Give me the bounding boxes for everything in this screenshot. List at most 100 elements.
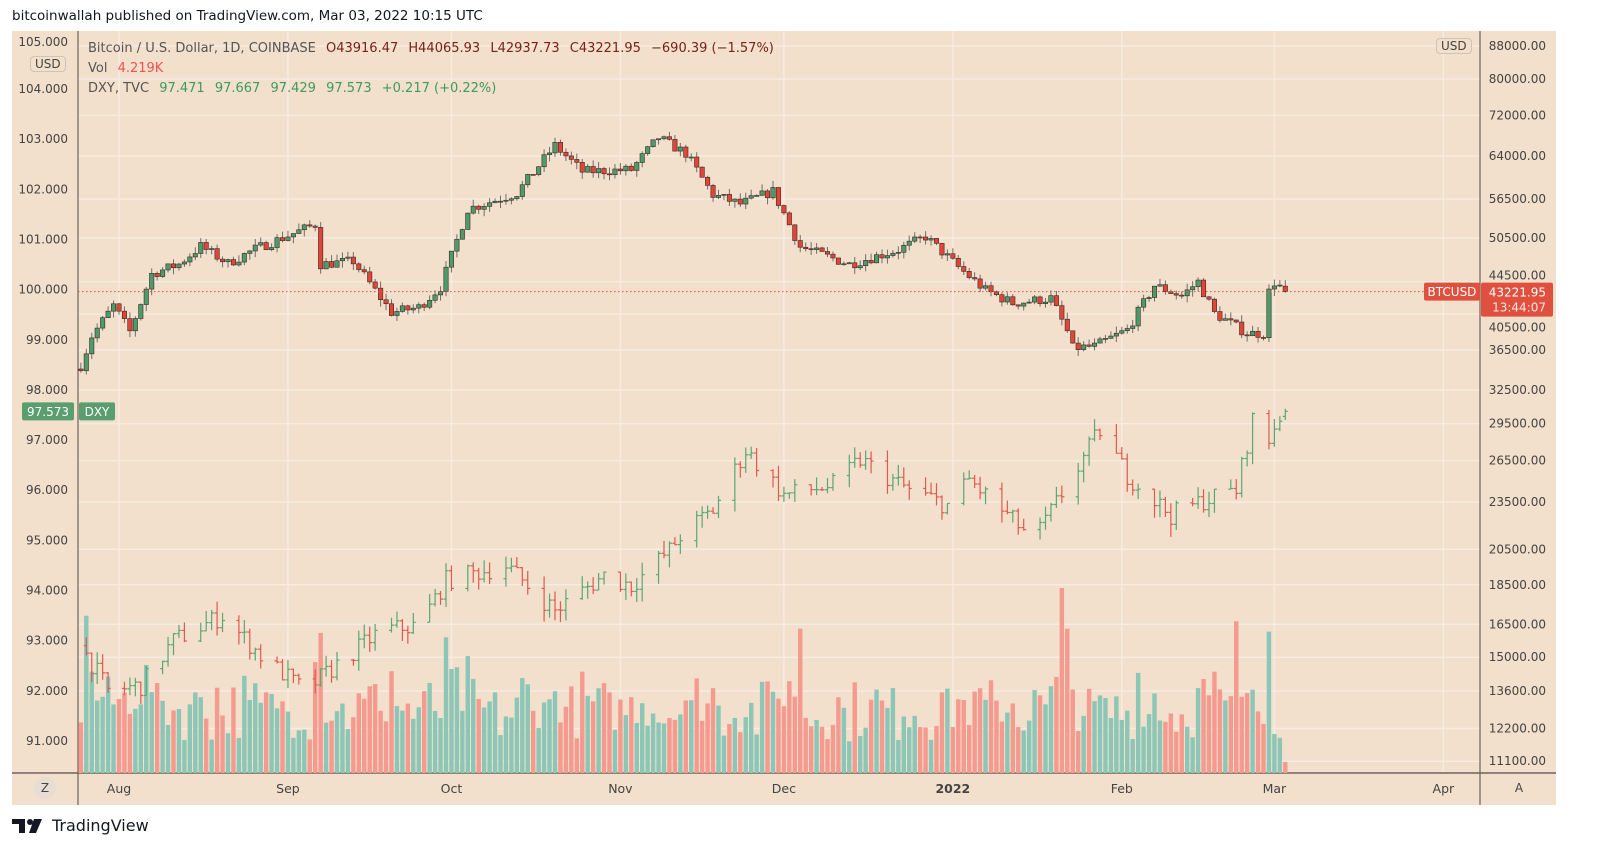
tradingview-logo[interactable]: TradingView: [12, 816, 149, 835]
candle-body: [781, 205, 787, 214]
candle-body: [803, 246, 809, 250]
dxy-symbol-label: DXY: [85, 405, 110, 419]
volume-bar: [329, 720, 334, 773]
candle-body: [427, 300, 433, 308]
candle-body: [661, 136, 667, 140]
candle-body: [683, 146, 689, 158]
candle-body: [601, 168, 607, 175]
volume-bar: [1174, 731, 1179, 773]
candle-body: [367, 271, 373, 283]
candle-body: [111, 303, 117, 312]
candle-body: [1239, 321, 1245, 336]
volume-bar: [923, 727, 928, 773]
volume-bar: [111, 704, 116, 773]
candle-body: [83, 353, 89, 372]
right-axis-tick-label: 20500.00: [1489, 542, 1546, 556]
candle-body: [236, 261, 242, 266]
candle-body: [176, 263, 182, 269]
candle-body: [165, 263, 171, 271]
btc-change: −690.39 (−1.57%): [651, 41, 774, 56]
volume-bar: [558, 722, 563, 773]
volume-bar: [471, 678, 476, 773]
right-currency-button[interactable]: USD: [1436, 38, 1472, 54]
btc-high: H44065.93: [408, 41, 481, 56]
left-axis-tick-label: 98.000: [26, 383, 68, 397]
candle-body: [874, 254, 880, 264]
candle-body: [977, 278, 983, 289]
candle-body: [1255, 330, 1261, 338]
candle-body: [1222, 318, 1228, 321]
volume-bar: [1005, 712, 1010, 773]
candle-body: [1266, 288, 1272, 339]
volume-bar: [1163, 721, 1168, 773]
volume-bar: [917, 727, 923, 773]
candle-body: [715, 195, 721, 198]
dxy-low: 97.429: [270, 81, 316, 96]
volume-bar: [411, 718, 416, 773]
a-button[interactable]: A: [1514, 781, 1524, 795]
volume-bar: [253, 683, 258, 773]
volume-bar: [563, 706, 569, 773]
candle-body: [939, 243, 945, 256]
candle-body: [966, 271, 972, 278]
candle-body: [525, 174, 531, 186]
candle-body: [1282, 285, 1288, 292]
candle-body: [399, 305, 405, 312]
volume-bar: [503, 716, 509, 773]
volume-bar: [291, 737, 296, 773]
right-axis-tick-label: 16500.00: [1489, 617, 1546, 631]
candle-body: [530, 174, 536, 176]
volume-bar: [465, 656, 470, 773]
volume-bar: [481, 707, 487, 773]
candle-body: [252, 244, 258, 252]
candle-body: [841, 263, 847, 266]
left-axis-tick-label: 105.000: [18, 35, 68, 49]
dxy-high: 97.667: [214, 81, 261, 96]
candle-body: [666, 136, 672, 140]
volume-bar: [1092, 701, 1097, 773]
candle-body: [824, 251, 830, 255]
volume-bar: [1032, 690, 1037, 773]
right-axis-tick-label: 44500.00: [1489, 269, 1546, 283]
volume-bar: [956, 699, 961, 773]
candle-body: [688, 156, 694, 159]
time-axis-tick-label: Apr: [1433, 781, 1455, 796]
candle-body: [737, 198, 743, 205]
volume-bar: [640, 703, 645, 773]
volume-bar: [1283, 761, 1288, 773]
right-axis-tick-label: 88000.00: [1489, 39, 1546, 53]
btc-title: Bitcoin / U.S. Dollar, 1D, COINBASE: [88, 41, 316, 56]
candle-body: [835, 257, 841, 265]
volume-bar: [269, 693, 274, 773]
volume-bar: [803, 717, 808, 773]
volume-bar: [1070, 689, 1075, 773]
volume-bar: [296, 730, 302, 773]
candle-body: [923, 236, 929, 241]
volume-bar: [798, 628, 803, 773]
candle-body: [1048, 295, 1054, 303]
candle-body: [541, 154, 547, 168]
candle-body: [181, 261, 187, 265]
volume-bar: [754, 734, 759, 773]
candle-body: [405, 305, 411, 311]
volume-bar: [182, 740, 187, 773]
candle-body: [230, 259, 236, 266]
volume-bar: [972, 691, 977, 773]
volume-bar: [770, 691, 776, 773]
candle-body: [596, 168, 602, 174]
volume-bar: [100, 696, 105, 773]
volume-bar: [340, 703, 345, 773]
candle-body: [1070, 330, 1076, 344]
candle-body: [345, 256, 351, 259]
candle-body: [296, 229, 302, 234]
volume-bar: [749, 702, 754, 773]
candle-body: [394, 311, 400, 316]
z-button[interactable]: Z: [34, 777, 56, 799]
right-axis-tick-label: 56500.00: [1489, 192, 1546, 206]
volume-bar: [416, 707, 421, 773]
left-currency-button[interactable]: USD: [30, 56, 66, 72]
volume-bar: [721, 735, 727, 773]
candle-body: [797, 240, 803, 248]
volume-bar: [667, 718, 672, 773]
